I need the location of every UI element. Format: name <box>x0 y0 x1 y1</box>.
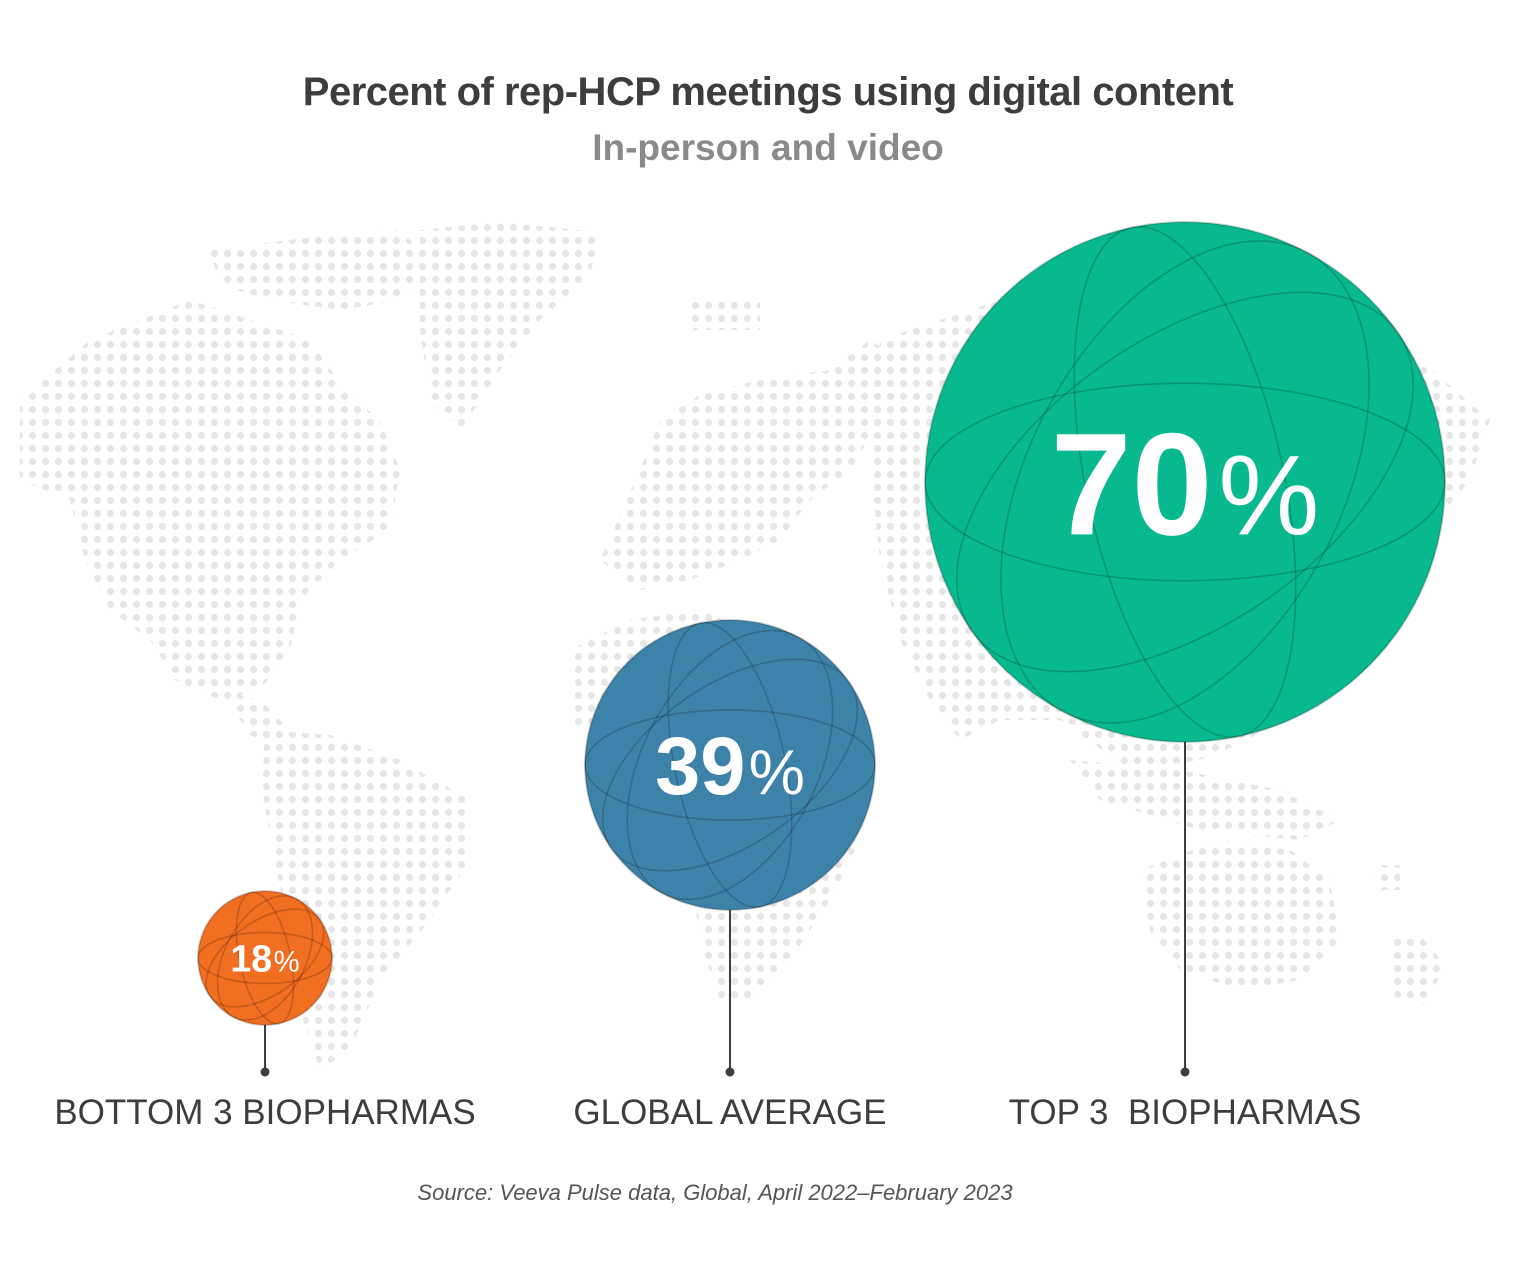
bubble-globe-lines <box>197 891 333 1025</box>
category-label: GLOBAL AVERAGE <box>573 1093 886 1132</box>
bubble-mark <box>584 619 876 911</box>
bubble-0: 18% <box>197 890 333 1026</box>
chart-subtitle: In-person and video <box>592 127 944 168</box>
chart-title: Percent of rep-HCP meetings using digita… <box>302 70 1234 114</box>
category-label: TOP 3 BIOPHARMAS <box>1009 1093 1362 1132</box>
stem-dot <box>725 1067 735 1077</box>
bubble-mark <box>924 221 1446 743</box>
bubble-1: 39% <box>584 619 876 911</box>
source-note: Source: Veeva Pulse data, Global, April … <box>417 1180 1013 1205</box>
bubble-globe-lines <box>924 226 1446 738</box>
bubble-mark <box>197 890 333 1026</box>
stem-dot <box>1180 1067 1190 1077</box>
stem-dot <box>260 1067 270 1077</box>
bubble-2: 70% <box>924 221 1446 743</box>
value-label: 70% <box>1051 402 1320 565</box>
bubble-globe-lines <box>584 621 876 909</box>
value-label: 39% <box>655 722 805 812</box>
category-label: BOTTOM 3 BIOPHARMAS <box>54 1093 475 1132</box>
value-label: 18% <box>230 938 299 980</box>
